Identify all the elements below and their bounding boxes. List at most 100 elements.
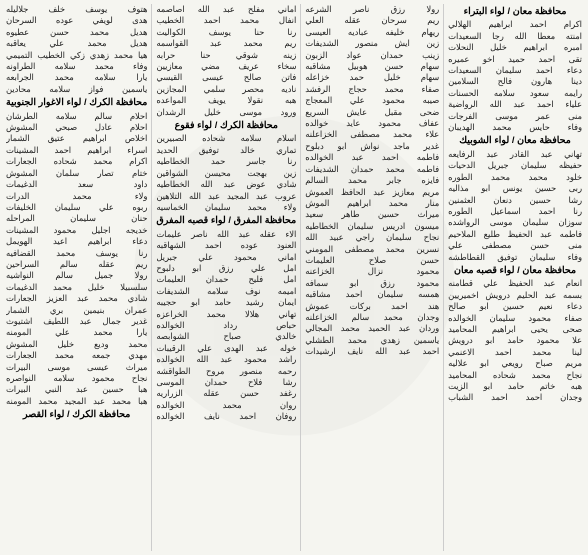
name-entry: امل علي رزق ابو دلبوح: [156, 263, 296, 274]
name-entry: هديل محمد علي يعاقبه: [6, 38, 147, 49]
name-entry: ايمان رشيد حامد ابو حجيبه: [156, 297, 296, 308]
name-entry: محمود نزال الخزاعنه: [305, 266, 439, 277]
name-entry: اماني محمود علي جبريل: [156, 252, 296, 263]
name-entry: ضحى مقبل عايش السريع: [305, 107, 439, 118]
name-entry: ميراث عيسى موسى البيرات: [6, 362, 147, 373]
name-entry: ورود موسى خليل الرشدان: [156, 107, 296, 118]
name-entry: سهام حسن هوبيل مشاقبه: [305, 61, 439, 72]
name-entry: داود سعد الدغيمات: [6, 179, 147, 190]
name-entry: الاء عقله عبد الله ناصر عليمات: [156, 229, 296, 240]
name-entry: رنا يوسف محمد القضافيه: [6, 248, 147, 259]
name-entry: صحى يحيى ابراهيم المحاميد: [448, 324, 582, 335]
name-entry: ربى حسين يونس ابو مذاليه: [448, 183, 582, 194]
name-entry: هتوف يوسف خلف جلاليله: [6, 4, 147, 15]
name-entry: رنا حنا يوسف الكواليت: [156, 27, 296, 38]
name-entry: فاتن صالح عيسى القيسي: [156, 72, 296, 83]
name-entry: احلام عادل صبحي المشوش: [6, 122, 147, 133]
name-entry: شادي عوض عبد الله الخطاطيه: [156, 179, 296, 190]
name-entry: همسه سليمان احمد مشاقبه: [305, 289, 439, 300]
name-entry: وفاء سليمان توفيق القطاطشه: [448, 252, 582, 263]
name-entry: ريهام خليفه عباديه العيسى: [305, 27, 439, 38]
name-entry: سخاء عريف مضي معازيين: [156, 61, 296, 72]
name-entry: دينا هارون فالح السلامين: [448, 76, 582, 87]
newspaper-columns: هتوف يوسف خلف جلاليلههدى لويفي عوده السر…: [0, 0, 588, 555]
name-entry: ختام تصار سلمان المشوش: [6, 168, 147, 179]
name-entry: روفان احمد نايف الخوالده: [156, 411, 296, 422]
name-entry: شادي محمد عبد العزيز الجعارات: [6, 293, 147, 304]
name-entry: وفاء حايس محمد الهديبان: [448, 122, 582, 133]
name-entry: ياسمين زهدي محمد الطشلي: [305, 335, 439, 346]
name-entry: ريم عقله سالم السراحين: [6, 259, 147, 270]
name-entry: هبه خاتم حامد ابو الزيت: [448, 381, 582, 392]
name-entry: صفاء محمود سليمان الخوالده: [448, 313, 582, 324]
name-entry: محمود رزق ابو سمافه: [305, 278, 439, 289]
name-entry: نسرين محمد مصطفى المومني: [305, 244, 439, 255]
name-entry: دعاء ابراهيم اعيد الهويمل: [6, 236, 147, 247]
column-1: هتوف يوسف خلف جلاليلههدى لويفي عوده السر…: [2, 4, 151, 551]
name-entry: ناديه محصر سلمي المجازين: [156, 84, 296, 95]
name-entry: زينه شوقي حنا حرابه: [156, 50, 296, 61]
section-heading: محافظة الكرك / لواء القصر: [6, 409, 147, 420]
name-entry: منار محمد ابراهيم الموش: [305, 198, 439, 209]
name-entry: حباص رداد الخوالده: [156, 320, 296, 331]
name-entry: اميمه نوف سلامه الشديفات: [156, 286, 296, 297]
name-entry: يارا محمد علي المومنه: [6, 327, 147, 338]
name-entry: هيا محمد زهدي زكي الخطيب التميمي: [6, 50, 147, 61]
name-entry: ولاء محمد سليمان الخماسيه: [156, 202, 296, 213]
name-entry: عمران بنيمين بري الشمار: [6, 305, 147, 316]
name-entry: اكرام احمد ابراهيم الهلالي: [448, 19, 582, 30]
name-entry: زين بهجت محيسن الشواقين: [156, 168, 296, 179]
name-entry: هبا محمد عبد المجيد محمد المومنه: [6, 396, 147, 407]
column-3: رولا رزق ناصر الشرعهريم سرحان عقله العلي…: [300, 4, 443, 551]
name-entry: تهاني هلالا محمد الخراعزه: [156, 309, 296, 320]
name-entry: بسمه عبد الحليم درويش اخميريين: [448, 290, 582, 301]
name-entry: رنا احمد اسماعيل الطوره: [448, 206, 582, 217]
name-entry: اسلام سلامه شحاده الصبيرين: [156, 133, 296, 144]
name-entry: صفاء محمد حجاج الرفشد: [305, 84, 439, 95]
name-entry: غدير ماجد نواش ابو دبلوح: [305, 141, 439, 152]
name-entry: مريم معازيز عبد الحافظ العموش: [305, 187, 439, 198]
name-entry: راشد محمود عبد الله الخوالده: [156, 354, 296, 365]
name-entry: ريم محمد عبد القواسمه: [156, 38, 296, 49]
column-2: اماني مفلح عبد الله اصاصمهانفال محمد احم…: [151, 4, 300, 551]
name-entry: زين ايش منصور الشديفات: [305, 38, 439, 49]
name-entry: ولاء محمد الدرات: [6, 191, 147, 202]
name-entry: رنا جاسر حمد الخطاطيه: [156, 156, 296, 167]
section-heading: محافظة معان / لواء قصبه معان: [448, 265, 582, 276]
name-entry: عروب عبد المجيد عبد الله التلاهين: [156, 191, 296, 202]
name-entry: تماري خالد توفيق الحديد: [156, 145, 296, 156]
column-4: محافظة معان / لواء البتراء اكرام احمد ابر…: [443, 4, 586, 551]
name-entry: وردان عبد الحميد محمد المجالي: [305, 323, 439, 334]
name-entry: امبره ابراهيم خليل النحلات: [448, 42, 582, 53]
name-entry: احمد عبد الله نايف ارشيدات: [305, 346, 439, 357]
name-entry: اخلاص ابراهيم عتيق الشمار: [6, 133, 147, 144]
name-entry: لينا محمد احمد الاعنمي: [448, 347, 582, 358]
name-entry: رولا جميل سالم النواشيه: [6, 270, 147, 281]
name-entry: حنان سليمان المراحله: [6, 213, 147, 224]
name-entry: مريم صباح رويعي ابو علاليه: [448, 358, 582, 369]
name-entry: اسراء ابراهيم احمد المشينات: [6, 145, 147, 156]
name-entry: امل فليح حمدان العليمات: [156, 274, 296, 285]
name-entry: غدير جمال عبد اللطيف اشتيوث: [6, 316, 147, 327]
section-heading: محافظة معان / لواء البتراء: [448, 6, 582, 17]
name-entry: علياء احمد عبد الله الرواضية: [448, 99, 582, 110]
name-entry: علا محمود حامد ابو درويش: [448, 335, 582, 346]
name-entry: خالدي صباح الشوابصه: [156, 331, 296, 342]
name-entry: رشا حسين دنعان العثمنين: [448, 195, 582, 206]
name-entry: علاء محمد مصطفى الخزاعلنه: [305, 129, 439, 140]
name-entry: اكرام محمد شحاده الجعارات: [6, 156, 147, 167]
section-heading: محافظة الكرك / لواء الاغوار الجنوبية: [6, 97, 147, 108]
name-entry: دعاء احمد سليمان السعيدات: [448, 65, 582, 76]
name-entry: منى عمر موسى الفرجات: [448, 111, 582, 122]
name-entry: تقى احمد حميد اخو عميره: [448, 54, 582, 65]
name-entry: خوله عبد الهدى علي الرقيبات: [156, 343, 296, 354]
name-entry: منى حسن مصطفى علي: [448, 240, 582, 251]
name-entry: رشا فلاح حمدان الموسى: [156, 377, 296, 388]
name-entry: خلود محمد محمد الطوره: [448, 172, 582, 183]
name-entry: احلام سالم سلامه الطرشان: [6, 111, 147, 122]
name-entry: رحمه منصور مروح الطواقشه: [156, 366, 296, 377]
name-entry: وفاء محمد سلامه الطراونه: [6, 61, 147, 72]
name-entry: نجاح سليمان راجي عبيد الله: [305, 232, 439, 243]
name-entry: انفال محمد احمد الخطيب: [156, 15, 296, 26]
section-heading: محافظة معان / لواء الشوبيك: [448, 135, 582, 146]
